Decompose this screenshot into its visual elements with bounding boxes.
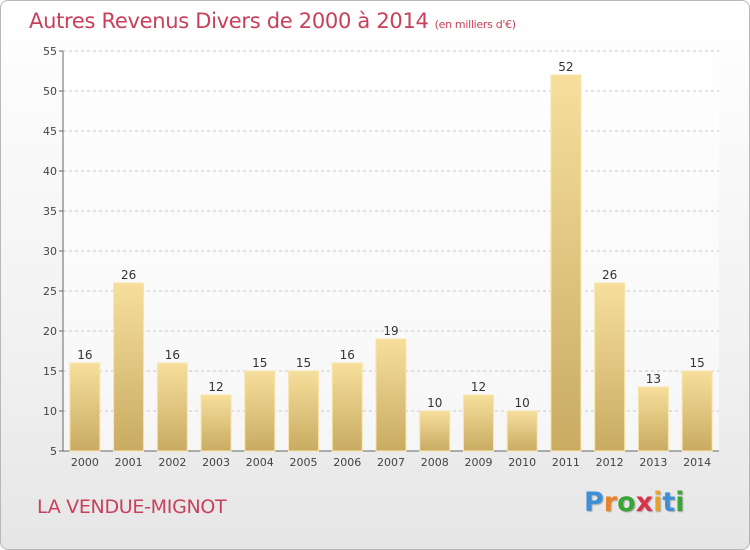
x-tick-label-2014: 2014 [683, 456, 711, 469]
y-tick-label: 50 [43, 85, 57, 98]
logo-letter: o [617, 487, 636, 518]
data-label-2000: 16 [77, 348, 92, 362]
x-tick-label-2006: 2006 [333, 456, 361, 469]
bar-2010 [506, 410, 538, 452]
x-tick-label-2008: 2008 [421, 456, 449, 469]
y-tick-label: 45 [43, 125, 57, 138]
x-tick-label-2013: 2013 [639, 456, 667, 469]
bar-2002 [156, 362, 188, 452]
x-tick-label-2000: 2000 [71, 456, 99, 469]
x-tick-label-2009: 2009 [464, 456, 492, 469]
logo-letter: x [635, 487, 654, 518]
y-tick-label: 35 [43, 205, 57, 218]
y-tick-label: 20 [43, 325, 57, 338]
data-label-2004: 15 [252, 356, 267, 370]
data-label-2009: 12 [471, 380, 486, 394]
data-label-2003: 12 [208, 380, 223, 394]
bar-2005 [288, 370, 320, 452]
bar-2009 [462, 394, 494, 452]
y-tick-label: 55 [43, 45, 57, 58]
logo-letter: P [584, 487, 604, 518]
unit-note: (en milliers d'€) [434, 18, 516, 31]
logo-letter: i [653, 487, 663, 518]
data-label-2006: 16 [340, 348, 355, 362]
data-label-2012: 26 [602, 268, 617, 282]
bar-2001 [113, 282, 145, 452]
x-tick-label-2001: 2001 [115, 456, 143, 469]
data-label-2001: 26 [121, 268, 136, 282]
bar-2000 [69, 362, 101, 452]
chart-title: Autres Revenus Divers de 2000 à 2014 (en … [29, 9, 516, 33]
title-text: Autres Revenus Divers de 2000 à 2014 [29, 9, 429, 33]
y-tick-label: 30 [43, 245, 57, 258]
y-tick-label: 15 [43, 365, 57, 378]
y-tick-label: 5 [50, 445, 57, 458]
data-label-2013: 13 [646, 372, 661, 386]
logo-letter: i [675, 487, 685, 518]
x-tick-label-2005: 2005 [290, 456, 318, 469]
data-label-2002: 16 [165, 348, 180, 362]
data-label-2007: 19 [383, 324, 398, 338]
logo-letter: t [662, 487, 676, 518]
bar-2011 [550, 74, 582, 452]
data-label-2008: 10 [427, 396, 442, 410]
bar-2013 [637, 386, 669, 452]
bar-2006 [331, 362, 363, 452]
x-tick-label-2002: 2002 [158, 456, 186, 469]
proxiti-logo: Proxiti [584, 487, 685, 518]
x-tick-label-2012: 2012 [596, 456, 624, 469]
y-tick-label: 25 [43, 285, 57, 298]
town-name: LA VENDUE-MIGNOT [37, 496, 227, 518]
x-tick-label-2003: 2003 [202, 456, 230, 469]
data-label-2011: 52 [558, 60, 573, 74]
x-tick-label-2011: 2011 [552, 456, 580, 469]
data-label-2010: 10 [515, 396, 530, 410]
data-label-2005: 15 [296, 356, 311, 370]
bar-2014 [681, 370, 713, 452]
y-tick-label: 40 [43, 165, 57, 178]
bar-2004 [244, 370, 276, 452]
data-label-2014: 15 [689, 356, 704, 370]
bar-2007 [375, 338, 407, 452]
x-tick-label-2004: 2004 [246, 456, 274, 469]
x-tick-label-2007: 2007 [377, 456, 405, 469]
bar-2003 [200, 394, 232, 452]
bar-2012 [594, 282, 626, 452]
y-tick-label: 10 [43, 405, 57, 418]
bar-2008 [419, 410, 451, 452]
x-tick-label-2010: 2010 [508, 456, 536, 469]
logo-letter: r [603, 487, 618, 518]
